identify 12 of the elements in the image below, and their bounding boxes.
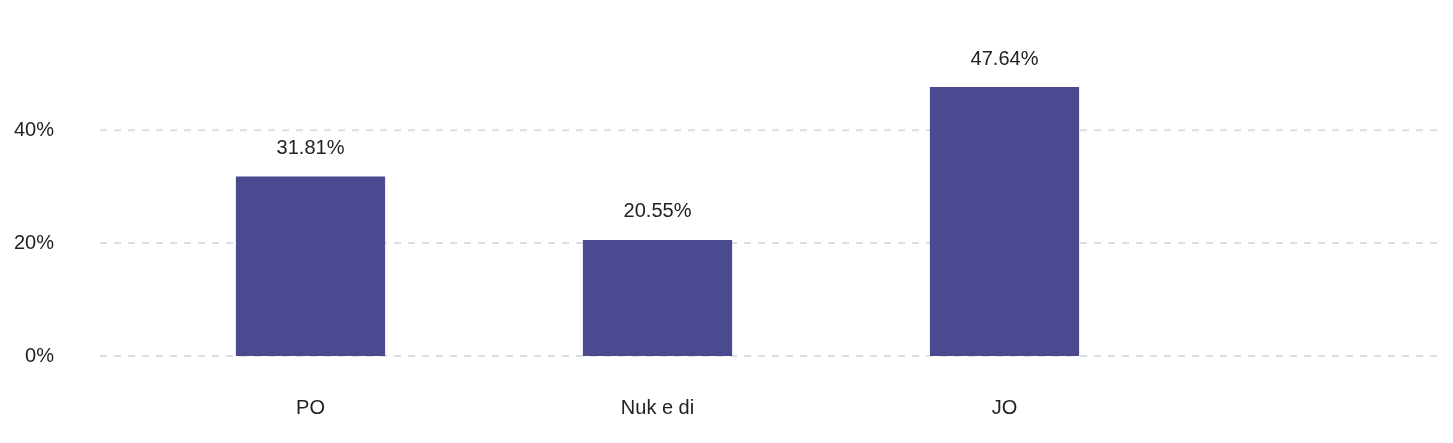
x-tick-label: PO [296,395,325,418]
bar [235,176,386,356]
x-tick-label: JO [991,395,1018,418]
bar [929,87,1080,356]
y-tick-label: 40% [13,117,55,140]
bar [582,239,733,356]
y-tick-label: 20% [13,230,55,253]
data-label: 31.81% [276,135,345,158]
data-label: 20.55% [623,199,692,222]
x-tick-label: Nuk e di [620,395,695,418]
data-label: 47.64% [970,46,1039,69]
y-tick-label: 0% [25,343,55,366]
